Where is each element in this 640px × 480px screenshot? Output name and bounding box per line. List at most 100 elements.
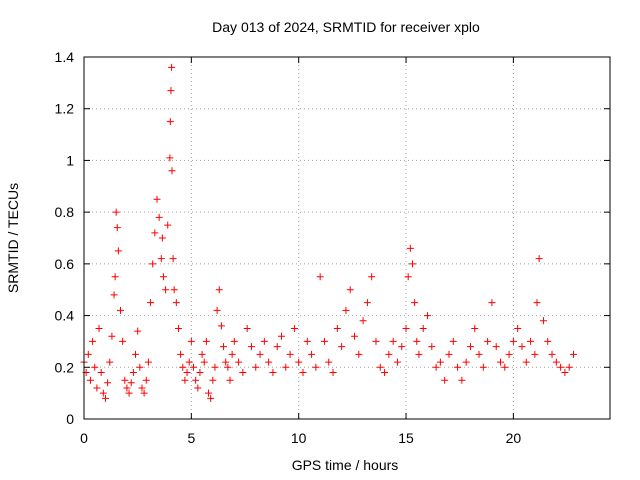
data-point bbox=[533, 299, 541, 307]
data-point bbox=[121, 376, 129, 384]
data-point bbox=[329, 368, 337, 376]
data-point bbox=[243, 325, 251, 332]
data-point bbox=[168, 63, 176, 71]
y-axis-label: SRMTID / TECUs bbox=[5, 183, 21, 293]
data-point bbox=[265, 358, 273, 366]
data-point bbox=[194, 384, 202, 392]
data-point bbox=[346, 286, 354, 294]
data-point bbox=[147, 299, 155, 307]
data-point bbox=[200, 358, 208, 366]
chart-title: Day 013 of 2024, SRMTID for receiver xpl… bbox=[212, 19, 480, 35]
data-point bbox=[202, 337, 210, 345]
y-tick-label: 1 bbox=[66, 152, 74, 168]
data-point bbox=[408, 260, 416, 268]
data-point bbox=[179, 363, 187, 371]
data-point bbox=[308, 350, 316, 358]
plot-frame bbox=[83, 56, 611, 420]
data-point bbox=[424, 312, 432, 320]
data-point bbox=[535, 255, 543, 263]
data-point bbox=[86, 376, 94, 384]
data-point bbox=[167, 87, 175, 95]
data-point bbox=[368, 273, 376, 281]
data-point bbox=[162, 286, 170, 294]
y-tick-label: 0 bbox=[66, 411, 74, 427]
data-point bbox=[213, 306, 221, 314]
data-point bbox=[247, 343, 255, 351]
data-point bbox=[514, 325, 522, 332]
data-point bbox=[170, 286, 178, 294]
data-point bbox=[177, 350, 185, 358]
data-point bbox=[220, 343, 228, 351]
data-point bbox=[226, 376, 234, 384]
data-point bbox=[230, 337, 238, 345]
x-tick-label: 15 bbox=[398, 430, 414, 446]
data-point bbox=[207, 394, 215, 402]
data-point bbox=[172, 299, 180, 307]
data-point bbox=[168, 167, 176, 175]
data-point bbox=[462, 358, 470, 366]
data-point bbox=[256, 350, 264, 358]
data-point bbox=[215, 286, 223, 294]
data-point bbox=[119, 337, 127, 345]
data-point bbox=[113, 224, 121, 232]
data-point bbox=[127, 379, 135, 387]
data-point bbox=[252, 363, 260, 371]
data-point bbox=[509, 337, 517, 345]
data-point bbox=[269, 368, 277, 376]
x-tick-label: 0 bbox=[80, 430, 88, 446]
data-point bbox=[104, 379, 112, 387]
data-point bbox=[557, 363, 565, 371]
data-point bbox=[228, 350, 236, 358]
data-point bbox=[183, 368, 191, 376]
data-point bbox=[338, 343, 346, 351]
data-point bbox=[93, 384, 101, 392]
data-point bbox=[123, 384, 131, 392]
data-point bbox=[174, 325, 182, 332]
data-point bbox=[91, 363, 99, 371]
data-point bbox=[518, 343, 526, 351]
y-tick-label: 0.8 bbox=[55, 204, 75, 220]
data-point bbox=[320, 337, 328, 345]
grid bbox=[84, 57, 610, 419]
data-point bbox=[278, 332, 286, 340]
data-point bbox=[406, 244, 414, 252]
data-point bbox=[155, 213, 163, 221]
x-tick-label: 10 bbox=[291, 430, 307, 446]
data-point bbox=[522, 358, 530, 366]
data-point bbox=[303, 337, 311, 345]
data-point bbox=[404, 273, 412, 281]
data-point bbox=[505, 350, 513, 358]
data-point bbox=[312, 363, 320, 371]
data-point bbox=[402, 325, 410, 332]
data-point bbox=[198, 350, 206, 358]
data-point bbox=[342, 306, 350, 314]
data-point bbox=[471, 325, 479, 332]
axis-ticks: 0 0.2 0.4 0.6 0.8 1 1.2 1.4 0 5 10 15 20 bbox=[55, 49, 610, 446]
data-point bbox=[132, 350, 140, 358]
data-point bbox=[235, 358, 243, 366]
x-tick-label: 20 bbox=[506, 430, 522, 446]
data-points bbox=[80, 63, 578, 402]
data-point bbox=[552, 358, 560, 366]
data-point bbox=[548, 350, 556, 358]
data-point bbox=[164, 221, 172, 229]
data-point bbox=[458, 376, 466, 384]
data-point bbox=[138, 384, 146, 392]
data-point bbox=[290, 325, 298, 332]
data-point bbox=[108, 332, 116, 340]
data-point bbox=[466, 343, 474, 351]
data-point bbox=[224, 363, 232, 371]
data-point bbox=[159, 273, 167, 281]
data-point bbox=[142, 376, 150, 384]
data-point bbox=[475, 350, 483, 358]
data-point bbox=[561, 368, 569, 376]
data-point bbox=[129, 368, 137, 376]
data-point bbox=[492, 343, 500, 351]
data-point bbox=[110, 291, 118, 299]
data-point bbox=[209, 376, 217, 384]
data-point bbox=[239, 368, 247, 376]
data-point bbox=[99, 389, 107, 397]
data-point bbox=[299, 368, 307, 376]
data-point bbox=[144, 358, 152, 366]
